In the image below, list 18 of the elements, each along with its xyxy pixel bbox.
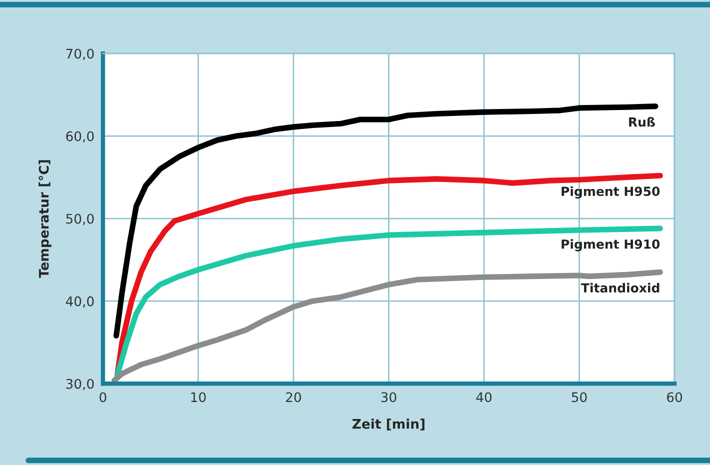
x-tick-label: 0: [100, 392, 106, 402]
x-tick-label: 40: [476, 392, 492, 402]
y-axis-title: Temperatur [°C]: [38, 160, 52, 278]
y-tick-label: 40,0: [66, 296, 94, 308]
series-label: Pigment H910: [562, 239, 660, 252]
y-tick-label: 50,0: [66, 214, 94, 226]
series-label: Titandioxid: [581, 282, 660, 293]
y-tick-label: 30,0: [66, 378, 94, 390]
x-tick-label: 10: [191, 392, 206, 402]
x-tick-label: 60: [667, 392, 682, 402]
x-tick-label: 50: [572, 392, 587, 402]
x-tick-label: 20: [286, 392, 301, 402]
series-label: Pigment H950: [562, 186, 660, 199]
y-tick-label: 70,0: [66, 48, 94, 60]
x-tick-label: 30: [381, 392, 396, 402]
x-axis-title: Zeit [min]: [352, 418, 424, 430]
y-tick-label: 60,0: [66, 131, 94, 143]
series-label: Ruß: [629, 117, 655, 127]
